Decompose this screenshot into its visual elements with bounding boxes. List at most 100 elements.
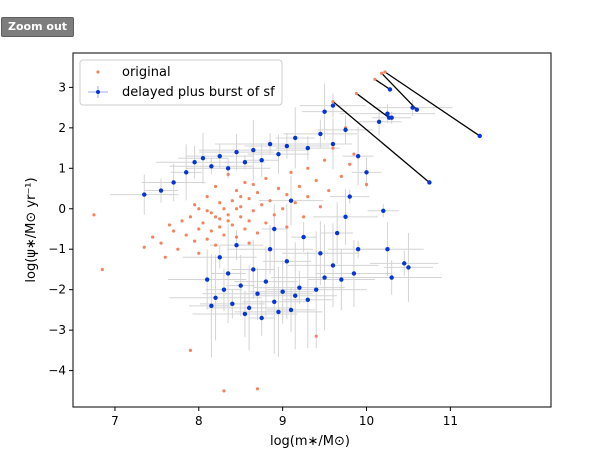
data-point-original <box>230 199 234 203</box>
data-point-delayed <box>171 180 176 185</box>
y-tick-label: −2 <box>48 283 66 297</box>
data-point-delayed <box>213 295 218 300</box>
data-point-original <box>255 387 260 391</box>
data-point-delayed <box>234 149 239 155</box>
zoom-out-button[interactable]: Zoom out <box>1 17 75 37</box>
legend: original delayed plus burst of sf <box>79 59 283 106</box>
data-point-delayed <box>364 170 369 175</box>
data-point-original <box>243 227 247 231</box>
burst-connector-line <box>332 101 430 183</box>
x-tick-label: 11 <box>443 414 458 428</box>
data-point-original <box>272 213 276 217</box>
data-point-delayed <box>242 160 248 165</box>
data-point-delayed <box>272 226 277 232</box>
data-point-original <box>285 193 289 197</box>
data-point-delayed <box>276 151 281 157</box>
data-point-original <box>100 267 104 272</box>
data-point-original <box>268 199 272 203</box>
data-point-original <box>306 195 310 199</box>
data-point-delayed <box>293 293 298 298</box>
series-original <box>92 126 369 393</box>
data-point-delayed <box>200 155 206 161</box>
data-point-original <box>327 188 331 193</box>
data-point-original <box>247 241 251 245</box>
data-point-delayed <box>284 143 290 149</box>
y-tick-label: 1 <box>58 161 66 175</box>
legend-marker-original <box>96 70 100 74</box>
burst-connector-line <box>356 92 390 119</box>
data-point-delayed <box>313 287 319 292</box>
data-point-delayed <box>389 275 394 280</box>
data-point-original <box>213 215 218 219</box>
x-tick-label: 10 <box>359 414 374 428</box>
data-point-delayed <box>293 135 298 141</box>
data-point-original <box>151 235 155 239</box>
data-point-delayed <box>217 153 222 159</box>
data-point-delayed <box>184 170 189 175</box>
data-point-original <box>264 176 268 181</box>
y-tick-label: −4 <box>48 364 66 378</box>
data-point-original <box>331 99 335 104</box>
data-point-delayed <box>389 115 394 120</box>
data-point-delayed <box>284 259 290 264</box>
data-point-original <box>213 184 218 189</box>
connector-layer <box>331 70 482 185</box>
data-point-original <box>234 235 239 239</box>
data-point-original <box>314 334 318 338</box>
data-point-delayed <box>221 287 227 292</box>
y-tick-label: −3 <box>48 323 66 337</box>
data-point-delayed <box>263 279 269 284</box>
data-point-original <box>314 178 318 183</box>
data-point-original <box>197 251 201 255</box>
data-point-original <box>264 221 268 225</box>
data-point-delayed <box>288 198 294 203</box>
data-point-original <box>222 233 226 237</box>
data-point-delayed <box>376 119 382 124</box>
y-tick-label: 2 <box>58 121 66 135</box>
data-point-original <box>218 201 222 205</box>
data-point-original <box>354 91 359 96</box>
data-point-delayed <box>280 289 285 294</box>
data-point-original <box>364 182 369 187</box>
data-point-delayed <box>351 271 357 276</box>
data-point-original <box>383 70 387 74</box>
data-point-original <box>142 245 146 249</box>
data-point-original <box>239 205 243 209</box>
data-point-delayed <box>238 283 243 288</box>
data-point-original <box>159 241 163 245</box>
data-point-delayed <box>318 131 323 137</box>
data-point-delayed <box>381 208 386 213</box>
data-point-delayed <box>234 242 239 248</box>
data-point-delayed <box>477 133 482 139</box>
data-point-original <box>209 229 213 233</box>
data-point-delayed <box>330 263 336 268</box>
y-tick-label: 3 <box>58 80 66 94</box>
data-point-original <box>247 197 251 201</box>
data-point-delayed <box>204 277 210 282</box>
data-point-original <box>322 158 327 162</box>
data-point-original <box>230 223 234 227</box>
data-point-original <box>251 209 255 213</box>
data-point-original <box>213 243 218 247</box>
x-axis: 7 8 9 10 11 <box>111 407 458 428</box>
data-point-original <box>339 174 343 178</box>
data-point-delayed <box>255 291 260 296</box>
legend-label-original: original <box>122 65 171 80</box>
data-point-original <box>276 186 281 191</box>
data-point-original <box>226 213 230 217</box>
data-point-delayed <box>259 158 264 163</box>
x-tick-label: 9 <box>279 414 287 428</box>
data-point-original <box>192 203 197 207</box>
x-tick-label: 8 <box>195 414 203 428</box>
data-point-delayed <box>209 303 214 309</box>
data-point-delayed <box>217 255 222 260</box>
data-point-original <box>226 219 230 223</box>
data-point-delayed <box>242 311 248 317</box>
data-point-original <box>180 219 184 223</box>
data-point-original <box>260 203 264 207</box>
data-point-original <box>205 209 209 213</box>
x-tick-label: 7 <box>111 414 119 428</box>
data-point-original <box>380 71 384 75</box>
data-point-original <box>239 195 243 199</box>
data-point-original <box>226 172 230 176</box>
